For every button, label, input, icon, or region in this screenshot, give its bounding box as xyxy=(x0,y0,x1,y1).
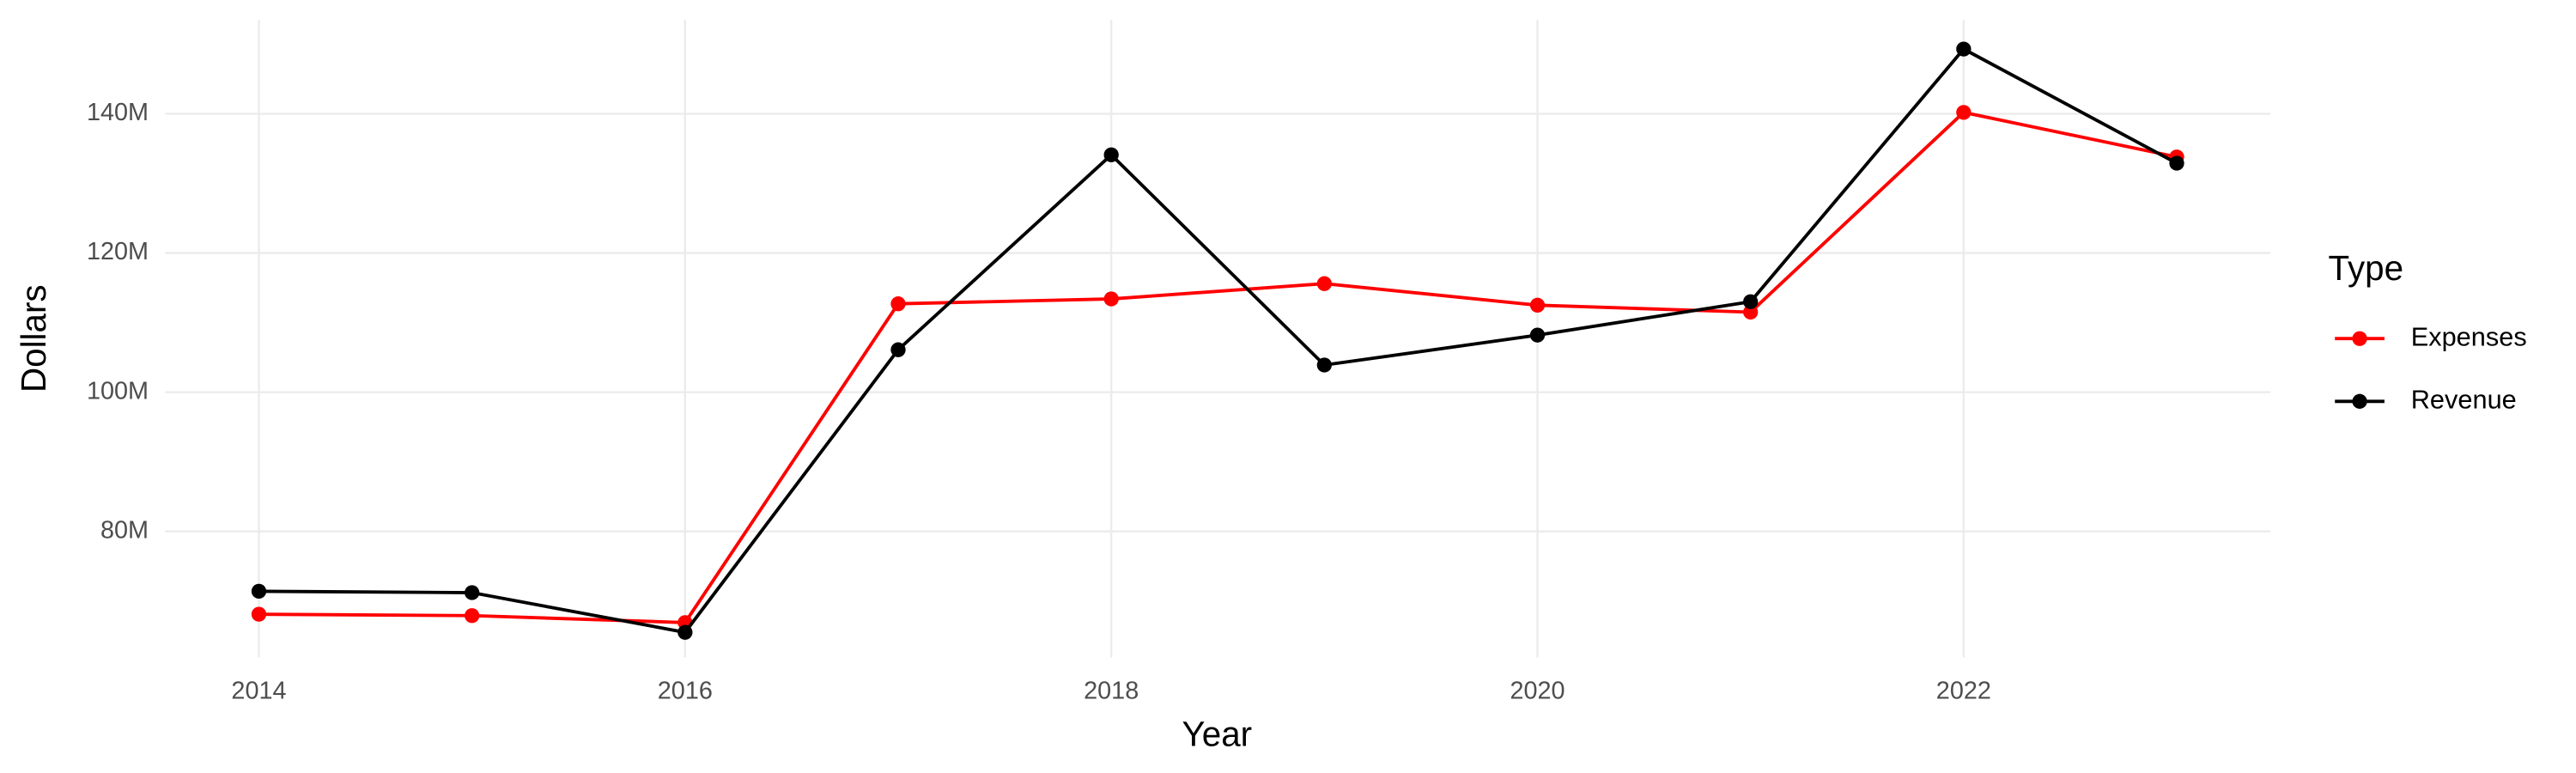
point xyxy=(1956,105,1971,120)
line xyxy=(258,46,2178,635)
point xyxy=(677,624,693,640)
point xyxy=(1956,41,1971,57)
point xyxy=(251,583,267,600)
y-tick-label: 100M xyxy=(87,377,149,405)
point xyxy=(251,606,267,622)
point xyxy=(1743,304,1759,320)
point xyxy=(1103,147,1119,162)
point xyxy=(1316,276,1333,291)
legend-label: Expenses xyxy=(2411,321,2527,351)
point xyxy=(1529,297,1546,313)
point xyxy=(1743,294,1759,309)
legend-title: Type xyxy=(2329,248,2404,288)
point xyxy=(465,608,480,624)
point xyxy=(465,585,480,600)
y-axis-title: Dollars xyxy=(14,284,53,393)
y-tick-label: 140M xyxy=(87,99,149,126)
x-tick-label: 2018 xyxy=(1084,677,1139,704)
legend-label: Revenue xyxy=(2411,384,2517,414)
x-axis-title: Year xyxy=(1182,714,1253,753)
x-tick-label: 2020 xyxy=(1510,677,1564,704)
point xyxy=(890,296,906,312)
point xyxy=(890,342,906,357)
point xyxy=(2169,155,2184,171)
point xyxy=(1316,357,1333,373)
y-tick-label: 80M xyxy=(100,516,149,544)
x-tick-label: 2014 xyxy=(231,677,286,704)
legend-point xyxy=(2352,331,2367,346)
legend-point xyxy=(2352,393,2367,409)
point xyxy=(1103,291,1119,307)
line xyxy=(258,110,2178,624)
x-tick-label: 2016 xyxy=(658,677,713,704)
point xyxy=(1529,327,1546,343)
x-tick-label: 2022 xyxy=(1936,677,1991,704)
y-tick-label: 120M xyxy=(87,238,149,265)
